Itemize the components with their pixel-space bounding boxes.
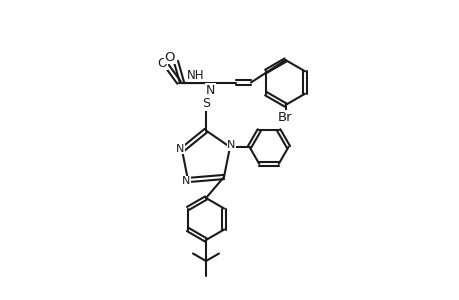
Text: N: N xyxy=(176,143,184,154)
Text: S: S xyxy=(202,97,210,110)
Text: N: N xyxy=(182,176,190,187)
Text: Br: Br xyxy=(278,110,292,124)
Text: N: N xyxy=(205,83,215,97)
Text: O: O xyxy=(164,50,175,64)
Text: N: N xyxy=(227,140,235,151)
Text: NH: NH xyxy=(186,68,204,82)
Text: O: O xyxy=(157,56,167,70)
